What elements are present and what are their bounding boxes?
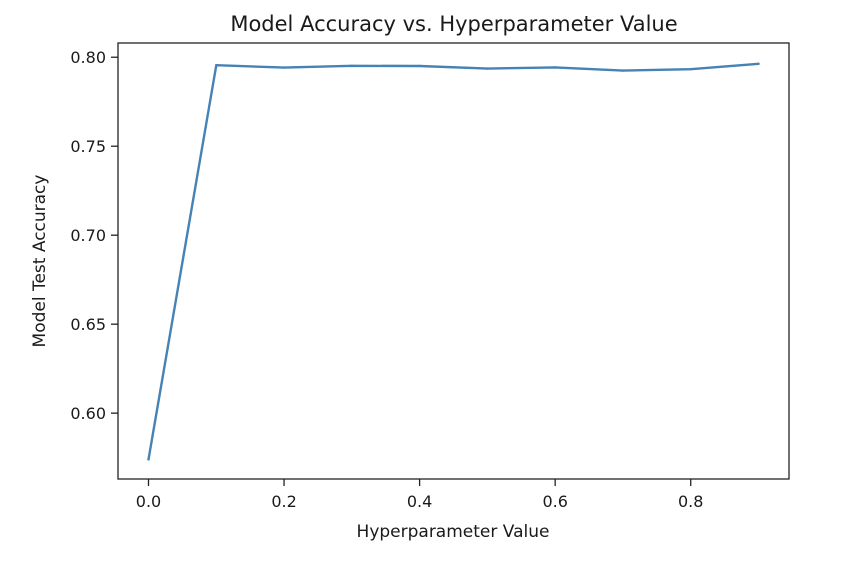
y-tick-label: 0.70 — [70, 226, 106, 245]
data-point — [282, 66, 286, 69]
series-line — [147, 62, 760, 461]
y-tick-label: 0.80 — [70, 48, 106, 67]
chart-title: Model Accuracy vs. Hyperparameter Value — [230, 12, 677, 36]
data-point — [553, 66, 557, 69]
series-layer — [147, 62, 760, 461]
data-point — [486, 67, 489, 70]
x-tick-label: 0.4 — [407, 492, 432, 511]
data-point — [147, 458, 150, 461]
data-point — [215, 64, 218, 67]
x-axis-label: Hyperparameter Value — [357, 522, 550, 542]
data-point — [418, 64, 421, 68]
x-tick-label: 0.0 — [136, 492, 161, 511]
y-axis-label: Model Test Accuracy — [30, 175, 50, 348]
y-tick-label: 0.75 — [70, 137, 106, 156]
x-axis: 0.0 0.2 0.4 0.6 0.8 — [136, 479, 703, 511]
plot-frame — [117, 42, 790, 480]
y-axis: 0.60 0.65 0.70 0.75 0.80 — [70, 48, 118, 423]
data-point — [689, 67, 692, 71]
plot-area: 0.0 0.2 0.4 0.6 0.8 0.60 0.65 0.70 0.75 0.80 — [70, 42, 790, 511]
x-tick-label: 0.2 — [271, 492, 296, 511]
data-point — [350, 64, 354, 67]
y-tick-label: 0.60 — [70, 404, 106, 423]
data-point — [621, 69, 625, 72]
y-tick-label: 0.65 — [70, 315, 106, 334]
data-point — [757, 62, 760, 66]
x-tick-label: 0.8 — [678, 492, 703, 511]
x-tick-label: 0.6 — [542, 492, 567, 511]
